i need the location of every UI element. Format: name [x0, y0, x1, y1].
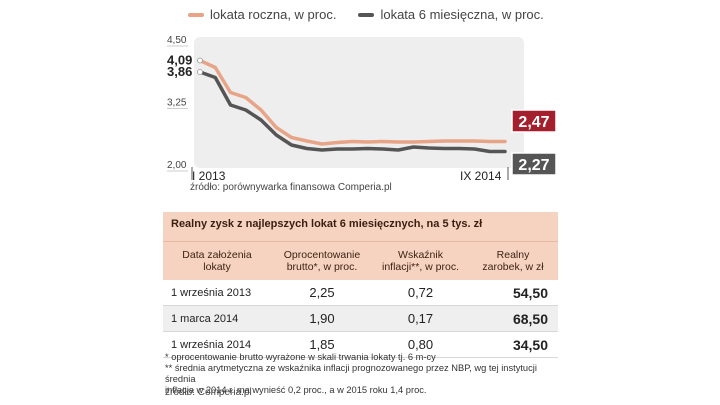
header-profit: Realny zarobek, w zł [482, 249, 544, 273]
cell-profit: 34,50 [512, 336, 548, 353]
y-tick-label: 3,25 [167, 98, 187, 109]
header-rate: Oprocentowanie brutto*, w proc. [283, 249, 361, 273]
legend-swatch-6m [358, 12, 375, 17]
legend-label-6m: lokata 6 miesięczna, w proc. [380, 7, 544, 22]
series-start-point [197, 69, 203, 75]
y-tick-label: 4,50 [167, 35, 187, 46]
cell-profit: 54,50 [512, 284, 548, 301]
end-value-box [511, 109, 557, 133]
cell-inflation: 0,80 [407, 337, 434, 352]
chart-legend: lokata roczna, w proc. lokata 6 miesięcz… [188, 7, 544, 22]
cell-inflation: 0,72 [407, 285, 434, 300]
table-row: 1 marca 2014 1,90 0,17 68,50 [163, 306, 558, 332]
footnotes: * oprocentowanie brutto wyrażone w skali… [165, 352, 565, 396]
cell-date: 1 września 2014 [171, 338, 252, 351]
table-header: Data założenia lokaty Oprocentowanie brutt… [163, 241, 558, 280]
y-tick-label: 2,00 [167, 160, 187, 171]
footnote: inflacja w 2014 r. ma wynieść 0,2 proc.,… [165, 385, 427, 395]
footnote: * oprocentowanie brutto wyrażone w skali… [165, 352, 436, 362]
start-value-label: 3,86 [167, 64, 192, 79]
cell-rate: 2,25 [309, 285, 335, 300]
header-inflation: Wskaźnik inflacji**, w proc. [381, 249, 460, 273]
legend-label-roczna: lokata roczna, w proc. [210, 7, 337, 22]
start-value-label: 4,09 [167, 53, 192, 68]
end-value-label: 2,27 [518, 157, 549, 174]
footnote: ** średnia arytmetyczna ze wskaźnika inf… [165, 363, 537, 384]
legend-item-6m: lokata 6 miesięczna, w proc. [358, 7, 544, 22]
cell-rate: 1,90 [309, 311, 335, 326]
x-tick-label-start: I 2013 [192, 169, 226, 183]
table-row: 1 września 2013 2,25 0,72 54,50 [163, 280, 558, 306]
cell-date: 1 września 2013 [171, 286, 252, 299]
table-row: 1 września 2014 1,85 0,80 34,50 [163, 332, 558, 358]
end-value-box [511, 152, 557, 176]
line-chart: 4,50 3,25 2,00 4,093,86 I 2013 IX 2014 2,47 2,2… [167, 35, 557, 183]
cell-profit: 68,50 [512, 310, 548, 327]
cell-inflation: 0,17 [407, 311, 434, 326]
profit-table: Realny zysk z najlepszych lokat 6 miesię… [163, 212, 558, 358]
header-date: Data założenia lokaty [182, 249, 252, 273]
series-line-1 [198, 70, 507, 154]
cell-rate: 1,85 [309, 337, 335, 352]
legend-item-roczna: lokata roczna, w proc. [188, 7, 336, 22]
table-title: Realny zysk z najlepszych lokat 6 miesię… [163, 212, 558, 241]
legend-swatch-roczna [188, 12, 204, 17]
series-line-0 [198, 58, 507, 146]
end-value-label: 2,47 [518, 114, 549, 131]
chart-source: źródło: porównywarka finansowa Comperia.… [190, 182, 392, 193]
series-start-point [197, 57, 203, 64]
cell-date: 1 marca 2014 [171, 312, 239, 325]
table-source: źródło: Comperia.pl [165, 387, 252, 398]
x-tick-label-end: IX 2014 [460, 169, 502, 183]
